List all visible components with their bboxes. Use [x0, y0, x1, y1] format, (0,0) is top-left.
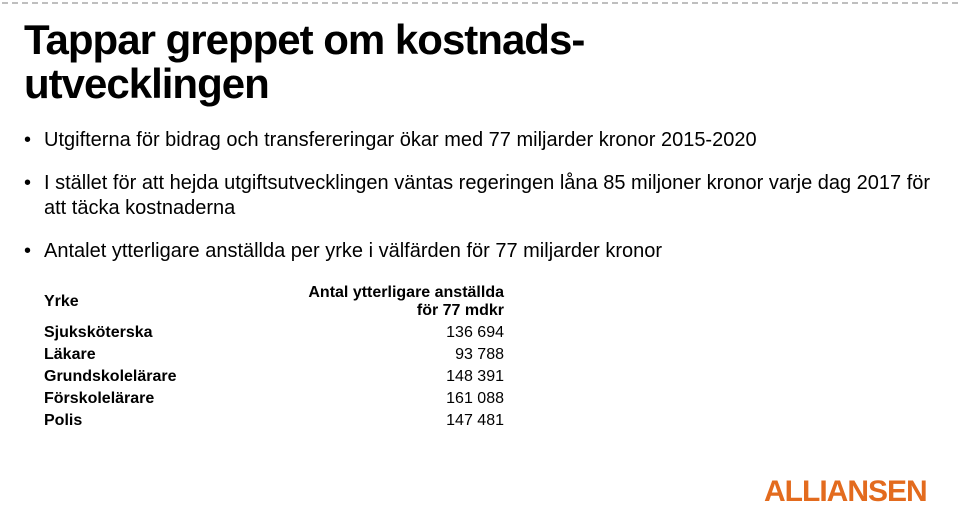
col-header-yrke: Yrke: [44, 282, 304, 322]
table-row: Sjuksköterska 136 694: [44, 322, 504, 344]
table-row: Förskolelärare 161 088: [44, 388, 504, 410]
occupation-table: Yrke Antal ytterligare anställda för 77 …: [44, 282, 504, 432]
row-value: 161 088: [304, 388, 504, 410]
bullet-list: Utgifterna för bidrag och transfereringa…: [24, 128, 936, 264]
row-label: Grundskolelärare: [44, 366, 304, 388]
bullet-item: Utgifterna för bidrag och transfereringa…: [24, 128, 936, 153]
bullet-text: I stället för att hejda utgiftsutvecklin…: [44, 172, 930, 219]
page-title: Tappar greppet om kostnads- utvecklingen: [24, 18, 936, 106]
alliansen-logo: ALLIANSEN: [764, 465, 934, 514]
row-value: 148 391: [304, 366, 504, 388]
table-header-row: Yrke Antal ytterligare anställda för 77 …: [44, 282, 504, 322]
top-dashed-border: [2, 2, 958, 4]
row-value: 136 694: [304, 322, 504, 344]
bullet-text: Antalet ytterligare anställda per yrke i…: [44, 240, 662, 262]
title-line-2: utvecklingen: [24, 60, 269, 107]
col-header-antal: Antal ytterligare anställda för 77 mdkr: [304, 282, 504, 322]
bullet-text: Utgifterna för bidrag och transfereringa…: [44, 129, 757, 151]
row-value: 147 481: [304, 410, 504, 432]
row-value: 93 788: [304, 344, 504, 366]
table-row: Polis 147 481: [44, 410, 504, 432]
bullet-item: I stället för att hejda utgiftsutvecklin…: [24, 171, 936, 221]
table-row: Läkare 93 788: [44, 344, 504, 366]
title-line-1: Tappar greppet om kostnads-: [24, 16, 584, 63]
bullet-item: Antalet ytterligare anställda per yrke i…: [24, 239, 936, 264]
table-row: Grundskolelärare 148 391: [44, 366, 504, 388]
row-label: Förskolelärare: [44, 388, 304, 410]
row-label: Polis: [44, 410, 304, 432]
logo-text-path: ALLIANSEN: [764, 475, 927, 508]
row-label: Sjuksköterska: [44, 322, 304, 344]
row-label: Läkare: [44, 344, 304, 366]
